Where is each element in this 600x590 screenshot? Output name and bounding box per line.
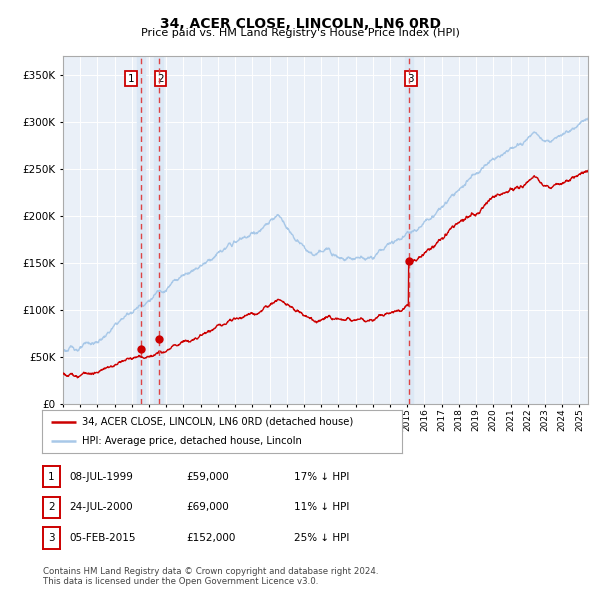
Text: 24-JUL-2000: 24-JUL-2000 <box>69 503 133 512</box>
Text: 34, ACER CLOSE, LINCOLN, LN6 0RD: 34, ACER CLOSE, LINCOLN, LN6 0RD <box>160 17 440 31</box>
Text: 2: 2 <box>157 74 164 84</box>
Text: Contains HM Land Registry data © Crown copyright and database right 2024.
This d: Contains HM Land Registry data © Crown c… <box>43 567 379 586</box>
Text: 08-JUL-1999: 08-JUL-1999 <box>69 472 133 481</box>
Text: £59,000: £59,000 <box>186 472 229 481</box>
Bar <box>137 56 145 404</box>
Text: 05-FEB-2015: 05-FEB-2015 <box>69 533 136 543</box>
Text: 1: 1 <box>48 472 55 481</box>
Text: HPI: Average price, detached house, Lincoln: HPI: Average price, detached house, Linc… <box>82 437 301 447</box>
Text: Price paid vs. HM Land Registry's House Price Index (HPI): Price paid vs. HM Land Registry's House … <box>140 28 460 38</box>
Bar <box>404 56 413 404</box>
Text: 17% ↓ HPI: 17% ↓ HPI <box>294 472 349 481</box>
Text: 1: 1 <box>128 74 134 84</box>
Text: 3: 3 <box>407 74 414 84</box>
Text: 11% ↓ HPI: 11% ↓ HPI <box>294 503 349 512</box>
Text: 3: 3 <box>48 533 55 543</box>
Text: 34, ACER CLOSE, LINCOLN, LN6 0RD (detached house): 34, ACER CLOSE, LINCOLN, LN6 0RD (detach… <box>82 417 353 427</box>
Text: 2: 2 <box>48 503 55 512</box>
Text: £69,000: £69,000 <box>186 503 229 512</box>
Text: £152,000: £152,000 <box>186 533 235 543</box>
Text: 25% ↓ HPI: 25% ↓ HPI <box>294 533 349 543</box>
Bar <box>154 56 163 404</box>
